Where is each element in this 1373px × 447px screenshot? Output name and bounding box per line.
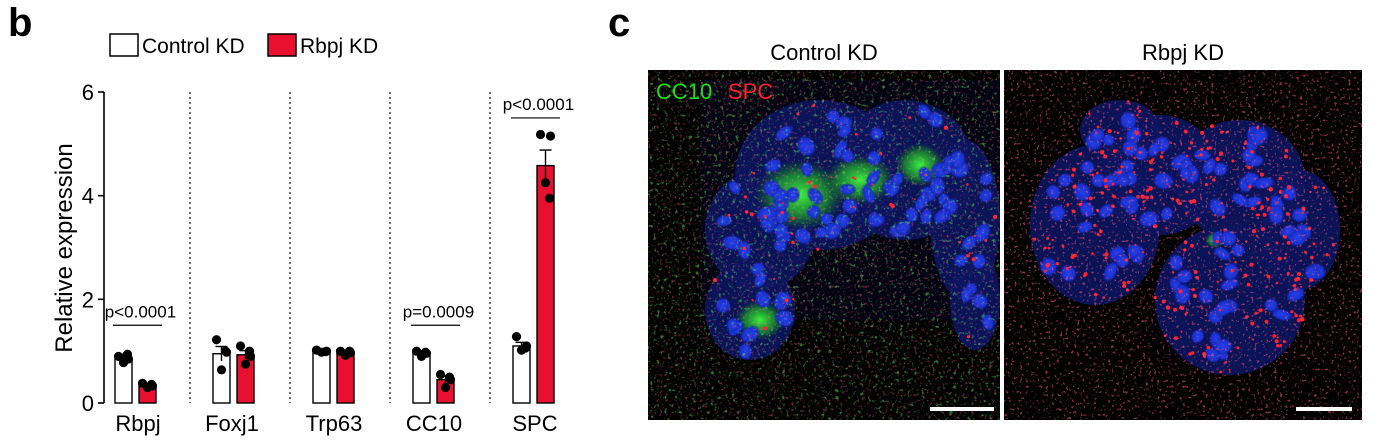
data-point [545,131,556,141]
scale-bar-control [930,407,994,411]
data-point [118,357,129,368]
micrograph-rbpj [1004,70,1362,420]
legend: Control KD Rbpj KD [109,33,378,58]
y-tick-label: 2 [82,287,94,312]
p-value-label: p<0.0001 [105,302,176,321]
bar [312,350,331,404]
data-point [113,351,124,361]
x-tick-label: Rbpj [115,411,160,436]
legend-swatch-rbpj [267,33,297,57]
data-point [320,347,331,357]
data-point [344,346,355,356]
stain-label-cc10: CC10 [656,79,712,104]
y-axis-label: Relative expression [51,143,78,352]
data-point [244,346,255,356]
data-point [420,347,431,357]
data-point [122,349,133,359]
legend-swatch-control [109,33,139,57]
data-point [444,372,455,382]
p-value-label: p=0.0009 [403,302,474,321]
y-tick-label: 6 [82,80,94,105]
data-point [216,365,227,375]
data-point [220,346,231,356]
stain-label-spc: SPC [728,79,773,104]
data-point [235,341,246,351]
micrograph-title-rbpj: Rbpj KD [1142,40,1224,65]
data-point [435,369,446,380]
data-point [440,382,451,393]
panel-letter-b: b [8,1,32,45]
bar [336,352,355,404]
y-tick-label: 4 [82,184,94,209]
panel-letter-c: c [608,1,630,45]
data-point [535,129,546,140]
micrograph-control [648,70,1000,420]
data-point [211,335,222,345]
data-point [511,332,522,342]
x-tick-label: Trp63 [306,411,363,436]
legend-label-rbpj: Rbpj KD [300,35,378,58]
data-point [520,343,531,353]
micrograph-title-control: Control KD [770,40,878,65]
x-tick-label: CC10 [406,411,462,436]
data-point [544,193,555,203]
bars-layer: Rbpj Foxj1 Trp63 CC10 SPC p<0.0001 p=0.0009 p<0… [105,92,574,436]
data-point [146,379,157,389]
data-point [540,178,551,188]
y-axis: 0 2 4 6 [82,80,105,416]
p-value-label: p<0.0001 [503,95,574,114]
data-point [240,359,251,369]
legend-label-control: Control KD [142,35,245,58]
x-tick-label: Foxj1 [205,411,259,436]
y-tick-label: 0 [82,391,94,416]
scale-bar-rbpj [1296,407,1352,411]
bar [212,353,231,404]
x-tick-label: SPC [512,411,557,436]
